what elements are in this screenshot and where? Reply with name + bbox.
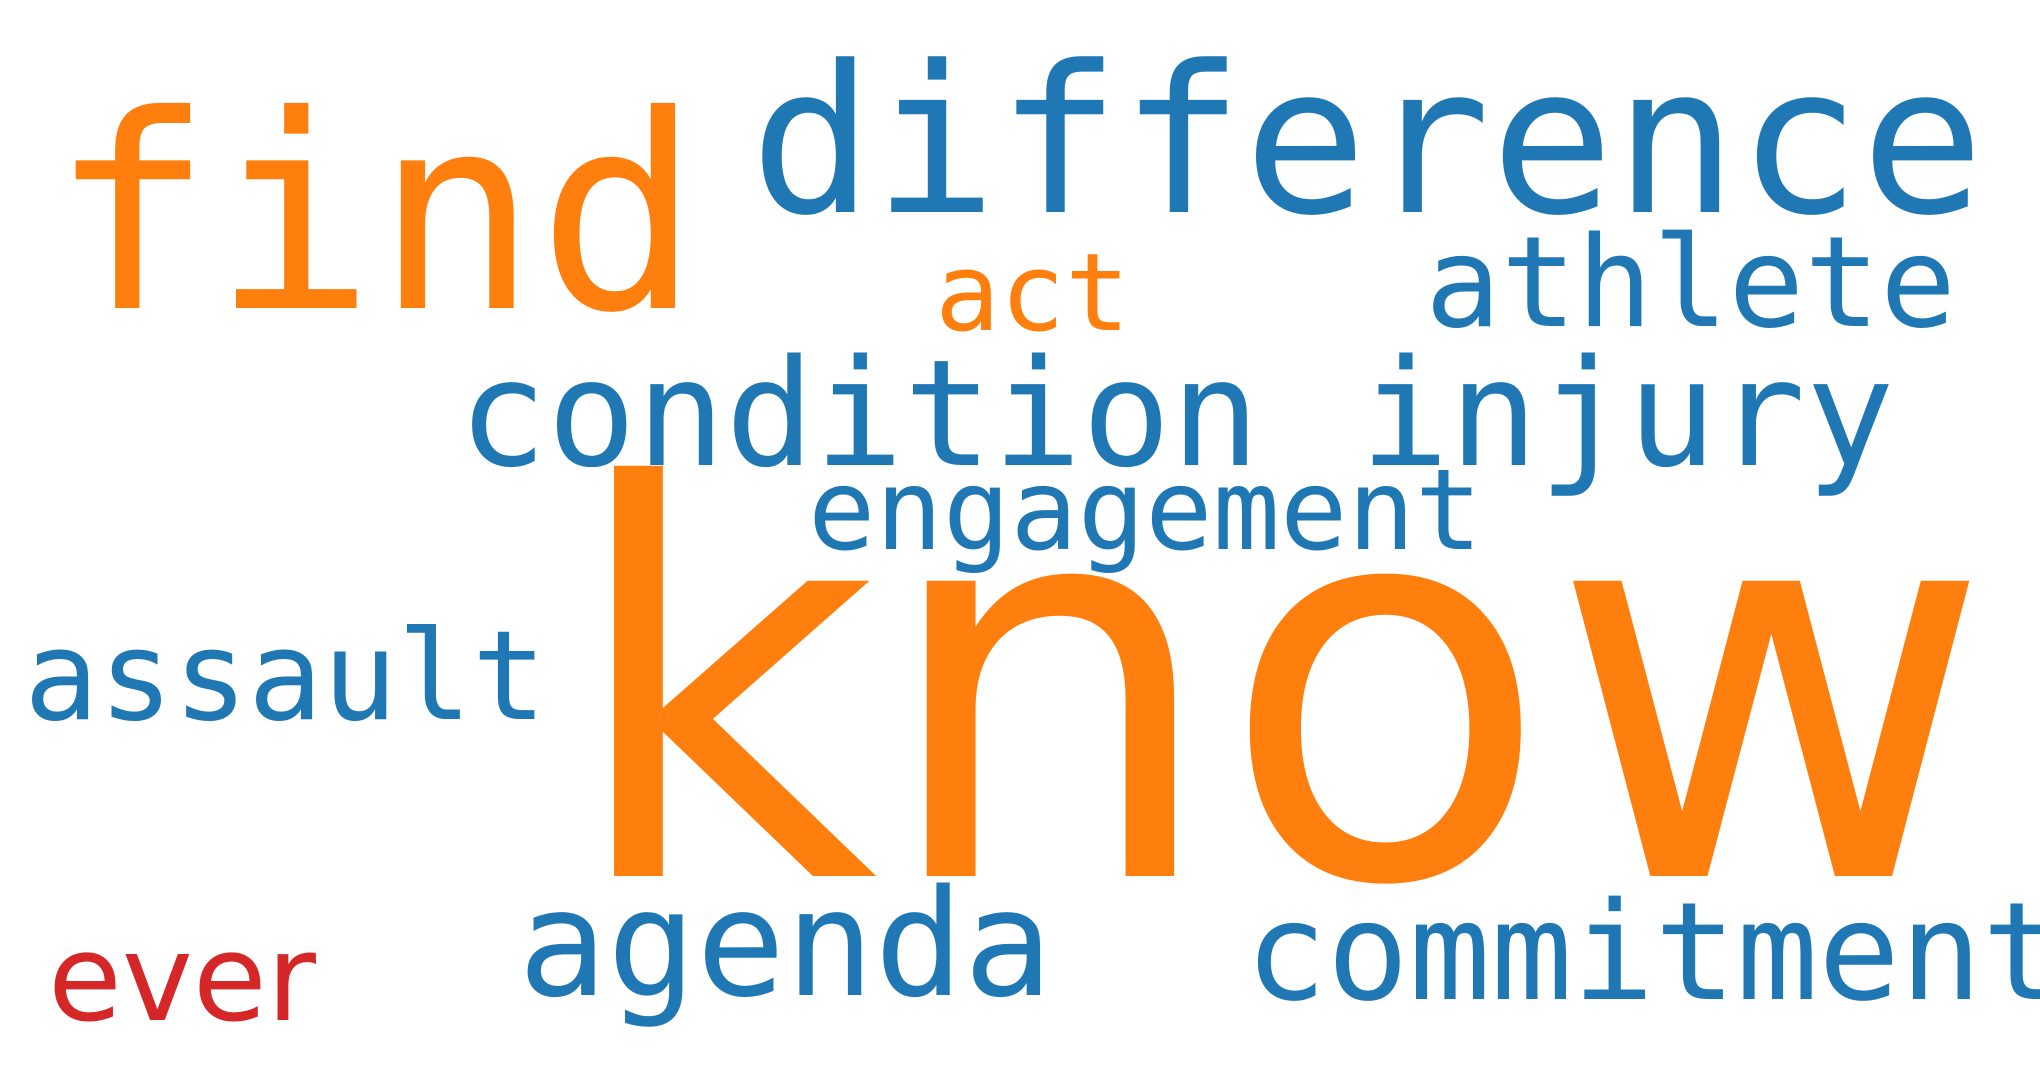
word-difference: difference xyxy=(750,23,1985,261)
word-act: act xyxy=(935,231,1131,356)
word-assault: assault xyxy=(24,605,547,749)
word-agenda: agenda xyxy=(518,858,1053,1030)
word-engagement: engagement xyxy=(808,446,1483,576)
word-athlete: athlete xyxy=(1425,209,1957,356)
word-know: know xyxy=(565,376,1992,1004)
word-condition: condition xyxy=(458,328,1260,500)
word-injury: injury xyxy=(1360,328,1895,500)
word-ever: ever xyxy=(48,910,317,1049)
word-find: find xyxy=(50,57,701,372)
word-commitment: commitment xyxy=(1245,874,2040,1032)
